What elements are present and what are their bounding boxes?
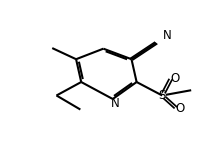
Text: N: N (111, 97, 120, 110)
Text: O: O (175, 102, 184, 115)
Text: N: N (163, 29, 172, 42)
Text: O: O (170, 72, 179, 85)
Text: S: S (158, 89, 166, 102)
